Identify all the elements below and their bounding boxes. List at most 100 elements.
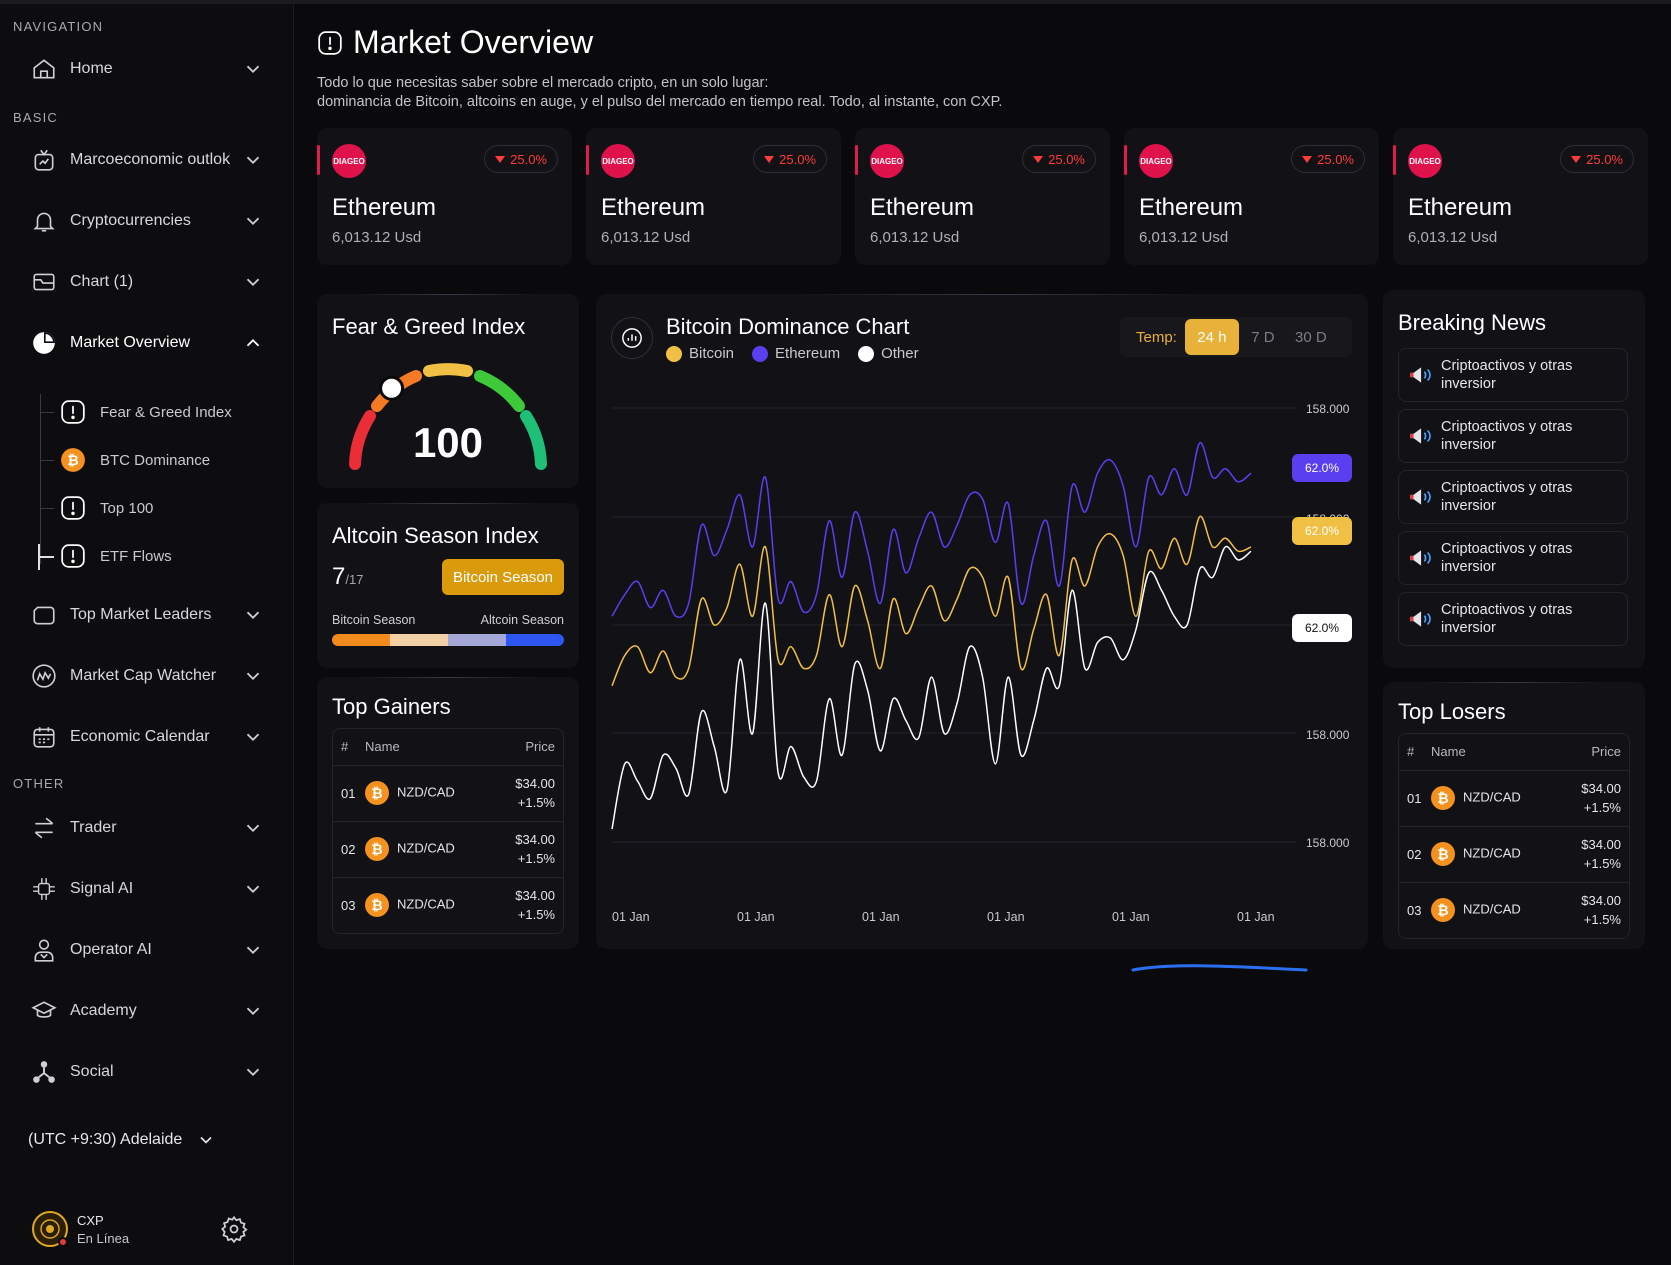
sidebar-item-label: Home	[70, 60, 113, 77]
timeframe-option-24h[interactable]: 24 h	[1184, 319, 1239, 355]
chevron-down-icon[interactable]	[242, 817, 264, 839]
chevron-down-icon[interactable]	[242, 58, 264, 80]
chevron-down-icon[interactable]	[242, 878, 264, 900]
sidebar-item-trader[interactable]: Trader	[0, 802, 294, 854]
ticker-card[interactable]: DIAGEO 25.0% Ethereum 6,013.12 Usd	[1124, 128, 1379, 265]
row-price-cell: $34.00 +1.5%	[1560, 882, 1629, 938]
news-item[interactable]: Criptoactivos y otras inversior	[1398, 409, 1628, 463]
sub-item-label: Fear & Greed Index	[100, 403, 232, 421]
ticker-logo: DIAGEO	[870, 144, 904, 178]
chevron-down-icon[interactable]	[242, 149, 264, 171]
ticker-card[interactable]: DIAGEO 25.0% Ethereum 6,013.12 Usd	[317, 128, 572, 265]
y-tick-label: 158.000	[1306, 728, 1350, 742]
social-nodes-icon	[30, 1058, 58, 1086]
row-name-cell: ₿ NZD/CAD	[1431, 882, 1560, 938]
sub-item-top-100[interactable]: Top 100	[60, 488, 153, 528]
news-item[interactable]: Criptoactivos y otras inversior	[1398, 531, 1628, 585]
arrow-down-icon	[1033, 155, 1044, 163]
chevron-down-icon[interactable]	[242, 1000, 264, 1022]
row-name-cell: ₿ NZD/CAD	[1431, 826, 1561, 883]
chevron-down-icon[interactable]	[242, 726, 264, 748]
sidebar-item-label: Trader	[70, 819, 117, 836]
sub-item-etf-flows[interactable]: ETF Flows	[60, 536, 172, 576]
ticker-card[interactable]: DIAGEO 25.0% Ethereum 6,013.12 Usd	[855, 128, 1110, 265]
news-line: inversior	[1441, 498, 1496, 514]
col-header-num: #	[1399, 734, 1431, 771]
news-item[interactable]: Criptoactivos y otras inversior	[1398, 470, 1628, 524]
chevron-down-icon[interactable]	[242, 604, 264, 626]
table-row[interactable]: 02 ₿ NZD/CAD $34.00 +1.5%	[333, 821, 563, 878]
end-tag-ethereum: 62.0%	[1292, 454, 1352, 482]
sub-item-btc-dominance[interactable]: ₿ BTC Dominance	[60, 440, 210, 480]
sub-item-fear-greed[interactable]: Fear & Greed Index	[60, 392, 232, 432]
row-change: +1.5%	[517, 795, 555, 810]
bell-icon	[30, 207, 58, 235]
calendar-icon	[30, 723, 58, 751]
card-title: Fear & Greed Index	[332, 314, 526, 339]
sub-item-label: BTC Dominance	[100, 451, 211, 469]
sidebar-item-label: Academy	[70, 1002, 137, 1019]
x-tick-label: 01 Jan	[737, 910, 775, 924]
sidebar-item-home[interactable]: Home	[0, 43, 294, 95]
cap-watch-icon	[30, 662, 58, 690]
alert-icon	[60, 399, 86, 425]
row-change: +1.5%	[517, 907, 555, 923]
legend-item-other[interactable]: Other	[858, 345, 919, 362]
table-row[interactable]: 02 ₿ NZD/CAD $34.00 +1.5%	[1399, 826, 1629, 883]
card-edge	[357, 677, 537, 678]
chevron-down-icon[interactable]	[242, 1061, 264, 1083]
ticker-card[interactable]: DIAGEO 25.0% Ethereum 6,013.12 Usd	[586, 128, 841, 265]
arrow-down-icon	[764, 155, 775, 163]
news-item[interactable]: Criptoactivos y otras inversior	[1398, 592, 1628, 646]
user-profile[interactable]: CXP En Línea	[32, 1211, 272, 1251]
sidebar-item-social[interactable]: Social	[0, 1046, 294, 1098]
sidebar-item-chart[interactable]: Chart (1)	[0, 256, 294, 308]
sidebar-item-operator-ai[interactable]: Operator AI	[0, 924, 294, 976]
table-row[interactable]: 01 ₿ NZD/CAD $34.00 +1.5%	[1399, 770, 1629, 827]
chevron-down-icon[interactable]	[242, 939, 264, 961]
chevron-down-icon[interactable]	[242, 665, 264, 687]
ticker-change: 25.0%	[1317, 151, 1354, 167]
timeframe-option-30d[interactable]: 30 D	[1295, 328, 1327, 346]
page-header: Market Overview	[317, 24, 593, 61]
card-title: Altcoin Season Index	[332, 523, 539, 548]
ticker-card[interactable]: DIAGEO 25.0% Ethereum 6,013.12 Usd	[1393, 128, 1648, 265]
row-num: 01	[1399, 770, 1431, 827]
gauge-segment-greed	[474, 370, 525, 412]
altcoin-value: 7	[332, 563, 346, 590]
row-price-cell: $34.00 +1.5%	[494, 877, 563, 933]
sidebar-item-market-cap-watcher[interactable]: Market Cap Watcher	[0, 650, 294, 702]
timeframe-label: Temp:	[1136, 328, 1177, 346]
tree-branch-active	[38, 544, 40, 570]
gear-icon[interactable]	[220, 1215, 248, 1243]
sidebar-item-top-market-leaders[interactable]: Top Market Leaders	[0, 589, 294, 641]
home-icon	[30, 55, 58, 83]
sidebar-item-cryptocurrencies[interactable]: Cryptocurrencies	[0, 195, 294, 247]
sidebar-item-academy[interactable]: Academy	[0, 985, 294, 1037]
news-item[interactable]: Criptoactivos y otras inversior	[1398, 348, 1628, 402]
table-row[interactable]: 03 ₿ NZD/CAD $34.00 +1.5%	[333, 877, 563, 933]
table-row[interactable]: 01 ₿ NZD/CAD $34.00 +1.5%	[333, 765, 563, 822]
wallet-icon	[30, 268, 58, 296]
ticker-change-badge: 25.0%	[484, 145, 558, 173]
sidebar-item-label: Marcoeconomic outlok	[70, 151, 231, 168]
sidebar-item-signal-ai[interactable]: Signal AI	[0, 863, 294, 915]
season-bar-segment	[332, 634, 390, 646]
chevron-up-icon[interactable]	[242, 332, 264, 354]
legend-item-bitcoin[interactable]: Bitcoin	[666, 345, 734, 362]
legend-item-ethereum[interactable]: Ethereum	[752, 345, 840, 362]
card-title: Top Gainers	[332, 694, 451, 719]
news-line: inversior	[1441, 559, 1496, 575]
timezone-select[interactable]: (UTC +9:30) Adelaide	[28, 1130, 216, 1150]
sidebar-item-market-overview[interactable]: Market Overview	[0, 317, 294, 369]
table-row[interactable]: 03 ₿ NZD/CAD $34.00 +1.5%	[1399, 882, 1629, 938]
chevron-down-icon[interactable]	[242, 271, 264, 293]
chevron-down-icon[interactable]	[242, 210, 264, 232]
sidebar-item-macroeconomic[interactable]: Marcoeconomic outlok	[0, 134, 294, 186]
bitcoin-season-button[interactable]: Bitcoin Season	[442, 559, 564, 595]
row-price-cell: $34.00 +1.5%	[494, 765, 563, 822]
news-line: Criptoactivos y otras	[1441, 541, 1573, 557]
sidebar-item-economic-calendar[interactable]: Economic Calendar	[0, 711, 294, 763]
subtitle-line: Todo lo que necesitas saber sobre el mer…	[317, 75, 769, 91]
timeframe-option-7d[interactable]: 7 D	[1251, 328, 1275, 346]
